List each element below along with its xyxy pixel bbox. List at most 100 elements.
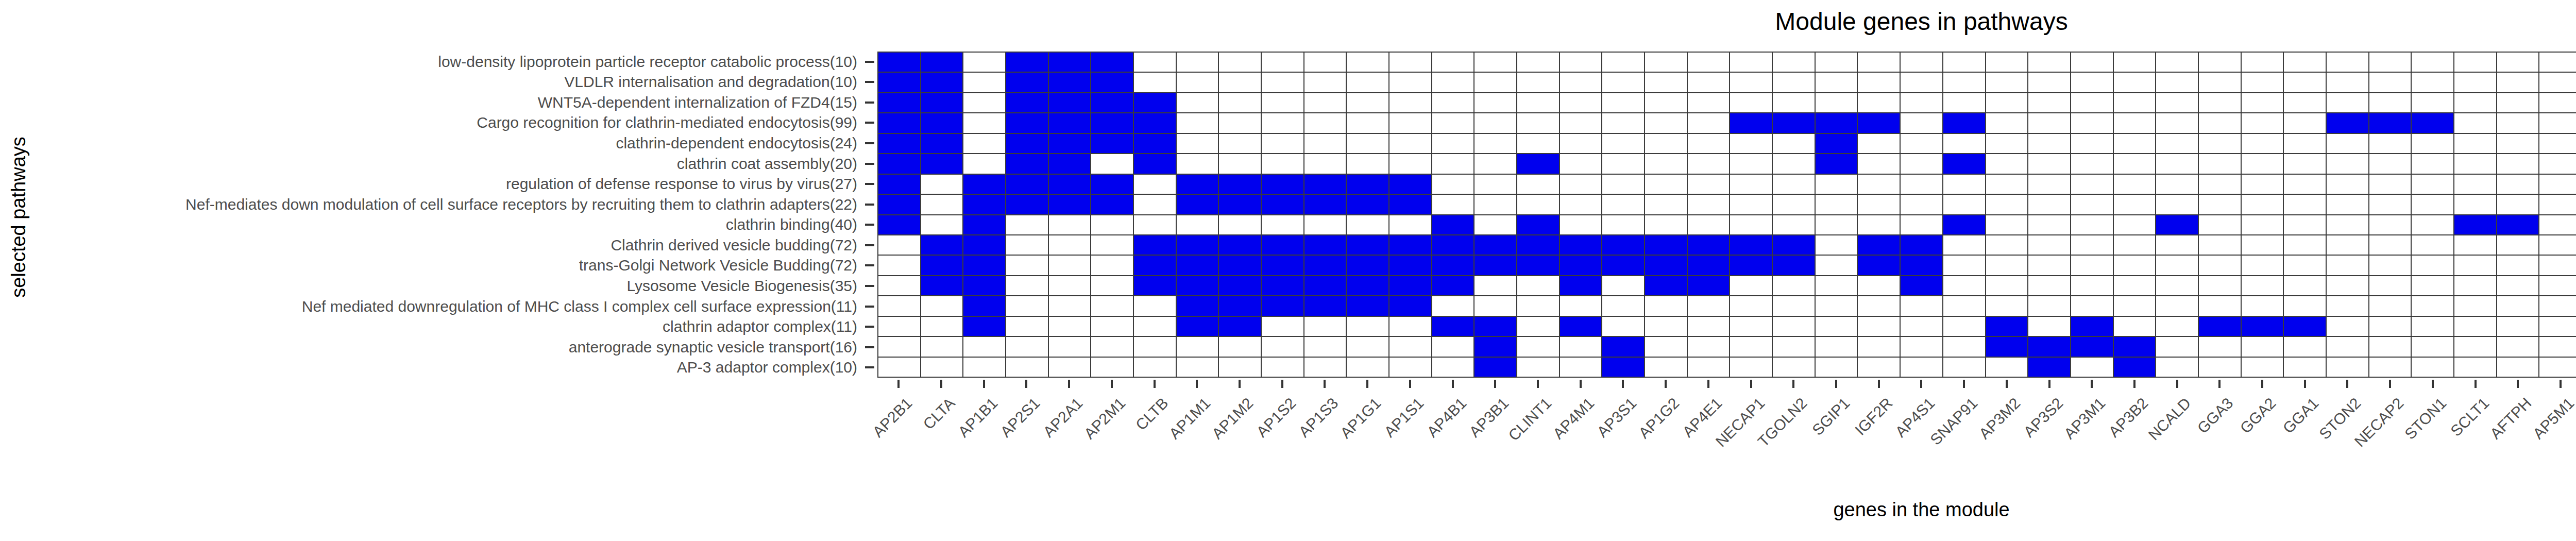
heatmap-cell: [1177, 154, 1219, 174]
heatmap-cell: [2114, 113, 2157, 133]
heatmap-cell: [1602, 195, 1645, 215]
y-tick-label: VLDLR internalisation and degradation(10…: [0, 73, 857, 91]
x-tick-mark: [2048, 380, 2050, 388]
x-tick-mark: [2432, 380, 2434, 388]
heatmap-cell: [921, 175, 964, 195]
heatmap-cell: [1517, 113, 1560, 133]
heatmap-cell: [1347, 113, 1389, 133]
heatmap-cell: [1773, 73, 1816, 93]
heatmap-cell: [1304, 53, 1347, 73]
heatmap-cell: [2199, 175, 2242, 195]
heatmap-cell: [1049, 93, 1092, 113]
y-tick-label: clathrin binding(40): [0, 216, 857, 233]
heatmap-cell: [1091, 73, 1134, 93]
heatmap-cell: [921, 235, 964, 256]
heatmap-cell: [1304, 73, 1347, 93]
heatmap-cell: [1858, 215, 1901, 235]
heatmap-cell: [2369, 113, 2412, 133]
heatmap-cell: [878, 113, 921, 133]
heatmap-cell: [1688, 175, 1731, 195]
heatmap-cell: [878, 195, 921, 215]
heatmap-cell: [2369, 154, 2412, 174]
y-tick-label: clathrin coat assembly(20): [0, 155, 857, 173]
heatmap-cell: [1091, 296, 1134, 316]
heatmap-cell: [2071, 154, 2114, 174]
heatmap-cell: [1389, 53, 1432, 73]
heatmap-cell: [1560, 215, 1603, 235]
heatmap-cell: [2327, 358, 2369, 378]
heatmap-cell: [1560, 296, 1603, 316]
heatmap-cell: [1219, 296, 1262, 316]
heatmap-cell: [1432, 53, 1475, 73]
y-tick-mark: [865, 366, 874, 368]
heatmap-cell: [2199, 276, 2242, 296]
heatmap-cell: [1091, 53, 1134, 73]
heatmap-cell: [1304, 296, 1347, 316]
heatmap-cell: [1602, 175, 1645, 195]
heatmap-cell: [2539, 154, 2576, 174]
heatmap-cell: [2242, 337, 2284, 357]
x-tick-mark: [1239, 380, 1241, 388]
heatmap-cell: [921, 53, 964, 73]
heatmap-cell: [1134, 235, 1177, 256]
heatmap-cell: [878, 235, 921, 256]
heatmap-cell: [963, 73, 1006, 93]
heatmap-cell: [1773, 235, 1816, 256]
heatmap-cell: [2284, 235, 2327, 256]
heatmap-cell: [1091, 358, 1134, 378]
heatmap-cell: [2071, 317, 2114, 337]
x-tick-mark: [1154, 380, 1156, 388]
heatmap-cell: [1177, 317, 1219, 337]
heatmap-cell: [2412, 317, 2454, 337]
heatmap-cell: [1816, 235, 1858, 256]
heatmap-cell: [1901, 195, 1943, 215]
heatmap-cell: [2327, 175, 2369, 195]
heatmap-cell: [1389, 73, 1432, 93]
heatmap-cell: [1730, 235, 1773, 256]
heatmap-cell: [963, 337, 1006, 357]
heatmap-cell: [2156, 175, 2199, 195]
heatmap-cell: [1432, 337, 1475, 357]
heatmap-cell: [2199, 93, 2242, 113]
heatmap-cell: [2327, 53, 2369, 73]
heatmap-cell: [2028, 358, 2071, 378]
heatmap-cell: [1688, 195, 1731, 215]
heatmap-cell: [2199, 53, 2242, 73]
heatmap-cell: [1262, 337, 1304, 357]
heatmap-cell: [2497, 113, 2540, 133]
heatmap-cell: [1986, 337, 2029, 357]
heatmap-cell: [1389, 235, 1432, 256]
heatmap-cell: [2242, 215, 2284, 235]
y-tick-mark: [865, 326, 874, 328]
heatmap-cell: [1475, 195, 1517, 215]
heatmap-cell: [1006, 296, 1049, 316]
y-tick-label: WNT5A-dependent internalization of FZD4(…: [0, 94, 857, 111]
heatmap-cell: [1262, 317, 1304, 337]
heatmap-cell: [1091, 93, 1134, 113]
heatmap-cell: [2369, 195, 2412, 215]
heatmap-cell: [2412, 175, 2454, 195]
heatmap-cell: [1816, 154, 1858, 174]
heatmap-cell: [1858, 276, 1901, 296]
heatmap-cell: [1773, 195, 1816, 215]
heatmap-cell: [2242, 317, 2284, 337]
heatmap-cell: [2156, 235, 2199, 256]
heatmap-cell: [1560, 93, 1603, 113]
y-tick-mark: [865, 264, 874, 266]
heatmap-cell: [2497, 276, 2540, 296]
x-tick-mark: [1665, 380, 1667, 388]
heatmap-cell: [1858, 317, 1901, 337]
y-tick-mark: [865, 204, 874, 206]
heatmap-cell: [1602, 73, 1645, 93]
heatmap-cell: [963, 235, 1006, 256]
x-tick-mark: [2517, 380, 2519, 388]
y-tick-label: Lysosome Vesicle Biogenesis(35): [0, 277, 857, 295]
heatmap-cell: [1730, 73, 1773, 93]
heatmap-cell: [1560, 175, 1603, 195]
heatmap-cell: [1560, 317, 1603, 337]
heatmap-cell: [1177, 113, 1219, 133]
heatmap-cell: [1475, 175, 1517, 195]
x-tick-mark: [1963, 380, 1965, 388]
heatmap-cell: [1134, 53, 1177, 73]
heatmap-cell: [1858, 175, 1901, 195]
